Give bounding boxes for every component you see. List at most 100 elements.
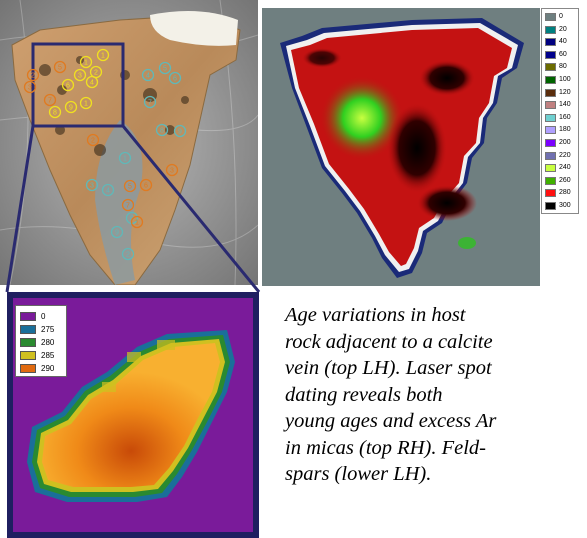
- legend-swatch: [20, 364, 36, 373]
- legend-swatch: [545, 176, 556, 185]
- legend-entry: 180: [544, 125, 580, 135]
- analysis-spot-label: 1: [84, 60, 88, 67]
- legend-entry: 220: [544, 151, 580, 161]
- analysis-spot-circle: [48, 105, 62, 119]
- caption-line: spars (lower LH).: [285, 463, 432, 485]
- excess-ar-dark-zone-1: [387, 103, 447, 193]
- legend-label: 260: [559, 176, 571, 184]
- calcite-vein: [150, 11, 238, 46]
- legend-swatch: [545, 13, 556, 21]
- legend-swatch: [545, 38, 556, 47]
- analysis-spot-circle: [73, 68, 87, 82]
- analysis-spot-label: 6: [144, 183, 148, 190]
- legend-entry: 200: [544, 138, 580, 148]
- legend-entry: 290: [19, 362, 67, 374]
- legend-label: 240: [559, 164, 571, 172]
- legend-swatch: [20, 312, 36, 321]
- caption-line: vein (top LH). Laser spot: [285, 357, 492, 379]
- analysis-spot-circle: [101, 183, 115, 197]
- zoom-box: [31, 42, 125, 128]
- analysis-spot-label: 7: [148, 100, 152, 107]
- legend-label: 300: [559, 202, 571, 209]
- analysis-spot-label: 1: [123, 156, 127, 163]
- feldspar-map-legend: 0 275 280 285 290: [15, 305, 67, 377]
- analysis-spot-label: 3: [170, 168, 174, 175]
- young-age-green-zone: [320, 76, 404, 160]
- analysis-spot-label: 5: [128, 184, 132, 191]
- analysis-spot-label: 6: [173, 76, 177, 83]
- excess-ar-dark-zone-3: [419, 60, 475, 96]
- legend-entry: 80: [544, 62, 580, 72]
- legend-entry: 285: [19, 349, 67, 361]
- analysis-spot-circle: [64, 100, 78, 114]
- analysis-spot-circle: [85, 178, 99, 192]
- caption-line: rock adjacent to a calcite: [285, 330, 493, 353]
- legend-swatch: [20, 325, 36, 334]
- caption-line: Age variations in host: [285, 304, 466, 326]
- analysis-spot-label: 5: [163, 66, 167, 73]
- figure-caption: Age variations in host rock adjacent to …: [285, 302, 585, 488]
- legend-entry: 140: [544, 100, 580, 110]
- legend-entry: 60: [544, 50, 580, 60]
- analysis-spot-label: 9: [115, 230, 119, 237]
- legend-swatch: [545, 76, 556, 84]
- analysis-spot-label: 3: [90, 183, 94, 190]
- legend-entry: 275: [19, 323, 67, 335]
- legend-label: 285: [41, 351, 55, 360]
- analysis-spot-circle: [26, 68, 40, 82]
- legend-swatch: [20, 351, 36, 360]
- legend-entry: 260: [544, 176, 580, 186]
- analysis-spot-circle: [23, 80, 37, 94]
- analysis-spot-circle: [61, 78, 75, 92]
- legend-swatch: [545, 151, 556, 160]
- analysis-spot-label: 1: [84, 101, 88, 108]
- legend-swatch: [545, 88, 556, 97]
- legend-label: 200: [559, 139, 571, 146]
- legend-entry: 0: [19, 310, 67, 322]
- analysis-spot-label: 2: [91, 138, 95, 145]
- analysis-spot-label: 3: [28, 85, 32, 92]
- analysis-spot-circle: [141, 68, 155, 82]
- analysis-spot-label: 4: [106, 188, 110, 195]
- analysis-spot-circle: [143, 95, 157, 109]
- legend-label: 100: [559, 76, 571, 83]
- analysis-spot-circle: [158, 61, 172, 75]
- legend-label: 60: [559, 50, 567, 58]
- analysis-spot-label: 1: [101, 53, 105, 60]
- legend-label: 290: [41, 364, 55, 373]
- legend-entry: 160: [544, 113, 580, 123]
- legend-swatch: [545, 139, 556, 147]
- legend-label: 0: [41, 312, 46, 321]
- analysis-spot-circle: [79, 55, 93, 69]
- analysis-spot-label: 4: [90, 80, 94, 87]
- analysis-spot-label: 2: [31, 73, 35, 80]
- analysis-spot-label: 2: [94, 70, 98, 77]
- legend-label: 220: [559, 151, 571, 159]
- analysis-spot-label: 9: [69, 105, 73, 112]
- legend-entry: 100: [544, 75, 580, 85]
- mica-map-legend: 0 20 40 60 80 100 120 140 160 180 200 220 240 260 280 3…: [541, 8, 579, 214]
- analysis-spot-circle: [86, 133, 100, 147]
- analysis-spot-circle: [85, 75, 99, 89]
- legend-label: 80: [559, 63, 567, 71]
- legend-label: 180: [559, 126, 571, 134]
- analysis-spot-label: 8: [53, 110, 57, 117]
- legend-entry: 280: [19, 336, 67, 348]
- caption-line: in micas (top RH). Feld-: [285, 436, 486, 459]
- caption-line: young ages and excess Ar: [285, 410, 497, 432]
- legend-swatch: [545, 25, 556, 34]
- legend-entry: 280: [544, 188, 580, 198]
- legend-swatch: [20, 338, 36, 347]
- legend-swatch: [545, 189, 556, 198]
- legend-entry: 240: [544, 163, 580, 173]
- legend-swatch: [545, 202, 556, 210]
- excess-ar-dark-zone-4: [302, 48, 342, 68]
- legend-label: 160: [559, 113, 571, 121]
- feldspar-zone-290: [42, 343, 220, 487]
- legend-entry: 0: [544, 12, 580, 22]
- analysis-spot-label: 3: [78, 73, 82, 80]
- caption-line: dating reveals both: [285, 383, 443, 406]
- legend-entry: 120: [544, 88, 580, 98]
- small-green-patch: [458, 237, 476, 249]
